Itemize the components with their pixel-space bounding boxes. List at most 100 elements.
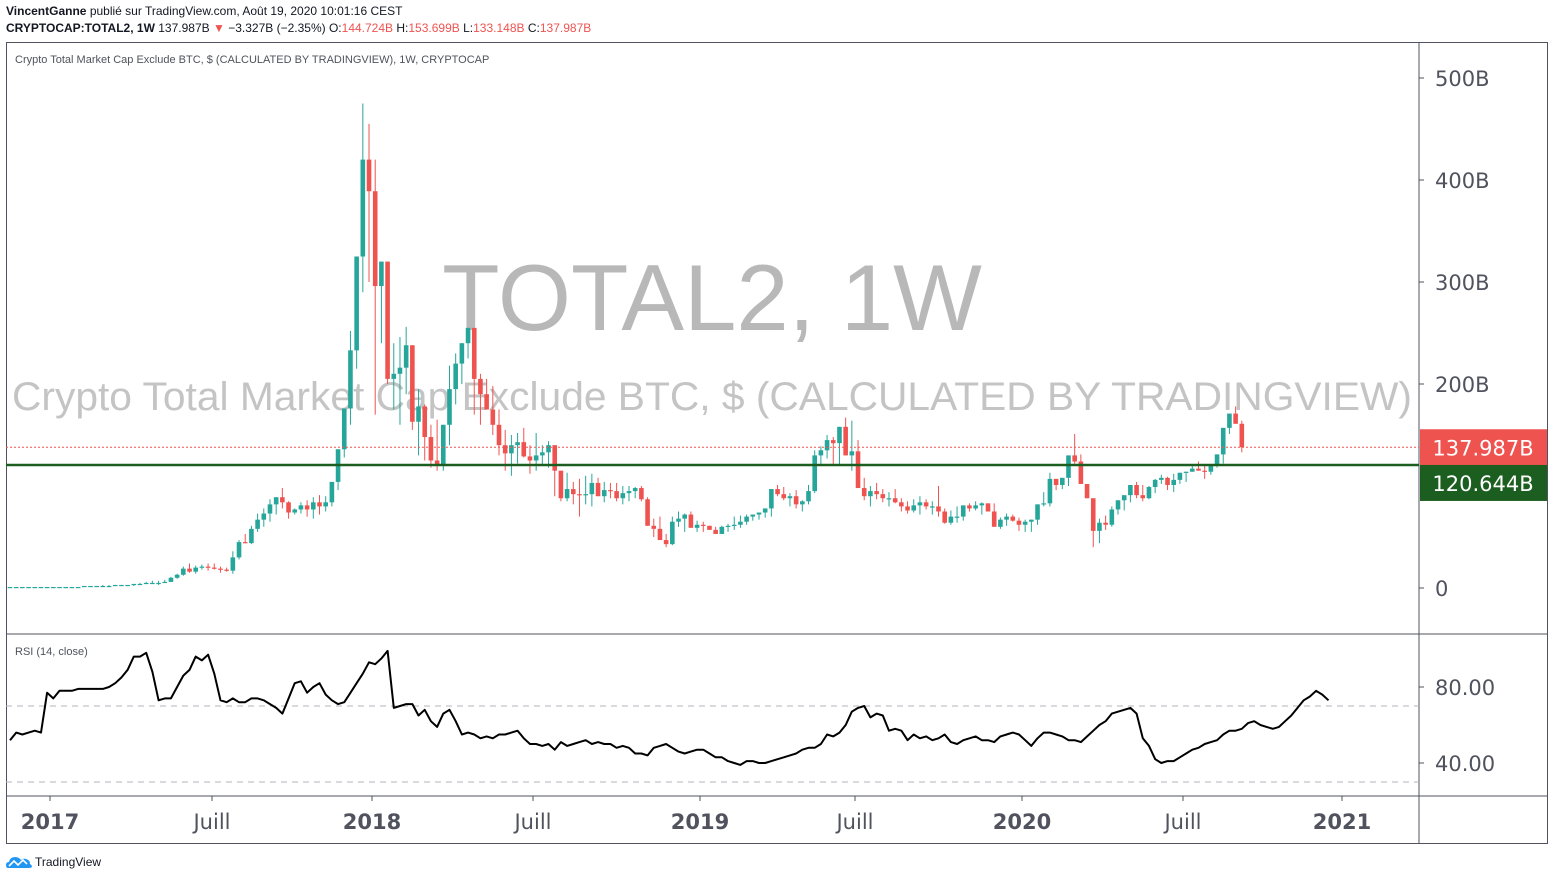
candle-body xyxy=(595,482,601,497)
candle-body xyxy=(298,505,304,510)
candle-body xyxy=(756,512,762,515)
candle-body xyxy=(911,505,917,511)
candle-body xyxy=(38,586,44,589)
tradingview-logo-icon xyxy=(6,857,32,868)
candle-body xyxy=(892,498,898,503)
candle-body xyxy=(1189,468,1195,472)
candle-body xyxy=(410,345,415,422)
candle-body xyxy=(1214,454,1220,466)
time-axis[interactable]: 2017 Juill 2018 Juill 2019 Juill 2020 Juill 2021 xyxy=(21,796,1371,834)
candle-body xyxy=(1128,484,1133,496)
candle-body xyxy=(1072,455,1077,462)
candle-body xyxy=(372,191,378,287)
candle-body xyxy=(329,481,335,503)
watermark-description: Crypto Total Market Cap Exclude BTC, $ (… xyxy=(12,375,1412,419)
rsi-legend[interactable]: RSI (14, close) xyxy=(15,646,88,658)
candle-body xyxy=(601,490,607,497)
time-tick-label: Juill xyxy=(834,810,873,834)
candle-body xyxy=(973,505,978,509)
candle-body xyxy=(311,502,316,510)
candle-body xyxy=(471,327,477,379)
candle-body xyxy=(700,524,706,526)
candle-body xyxy=(13,586,19,589)
candle-body xyxy=(137,583,143,586)
candle-body xyxy=(453,363,458,390)
candle-body xyxy=(125,584,130,587)
candle-body xyxy=(1227,413,1232,428)
candle-body xyxy=(323,502,328,507)
candle-body xyxy=(1029,519,1034,522)
candle-body xyxy=(26,586,31,589)
candle-body xyxy=(558,470,564,499)
candle-body xyxy=(1146,487,1152,499)
candle-body xyxy=(923,502,929,507)
candle-body xyxy=(403,345,409,368)
candle-body xyxy=(242,542,248,544)
candle-body xyxy=(1022,521,1028,525)
candle-body xyxy=(645,499,650,526)
tradingview-branding[interactable]: TradingView xyxy=(6,855,101,869)
chart-frame xyxy=(6,42,1548,844)
candle-body xyxy=(1016,520,1022,525)
candle-body xyxy=(793,496,799,505)
down-arrow-icon: ▼ xyxy=(212,21,225,35)
candle-body xyxy=(1196,468,1201,471)
symbol-label: CRYPTOCAP:TOTAL2, 1W xyxy=(6,21,155,35)
candle-body xyxy=(441,424,446,466)
candle-body xyxy=(193,567,198,572)
candle-body xyxy=(750,514,756,517)
candle-body xyxy=(416,406,421,422)
candle-body xyxy=(1183,471,1189,473)
candle-body xyxy=(304,505,310,510)
candle-body xyxy=(806,491,811,502)
publish-info: VincentGanne publié sur TradingView.com,… xyxy=(6,4,402,18)
svg-text:137.987B: 137.987B xyxy=(1432,436,1533,460)
high-label: H: xyxy=(396,21,409,35)
candle-body xyxy=(1239,423,1245,448)
candle-body xyxy=(478,378,483,395)
candle-body xyxy=(830,440,836,444)
price-tick-label: 300B xyxy=(1435,271,1490,295)
price-tick-label: 200B xyxy=(1435,373,1490,397)
time-tick-label: 2019 xyxy=(671,810,729,834)
candle-body xyxy=(1103,522,1108,525)
candle-body xyxy=(552,445,558,471)
candle-body xyxy=(527,456,533,461)
candle-body xyxy=(211,567,217,569)
price-axis[interactable]: 0 200B 300B 400B 500B xyxy=(1419,67,1490,601)
candle-body xyxy=(75,586,81,589)
candle-body xyxy=(954,516,960,518)
candle-body xyxy=(657,528,663,541)
candle-body xyxy=(651,525,657,529)
candle-body xyxy=(32,586,38,589)
candle-body xyxy=(905,506,910,511)
candle-body xyxy=(1121,495,1127,501)
candle-body xyxy=(1134,484,1139,496)
candle-body xyxy=(502,445,508,454)
candle-body xyxy=(979,503,985,506)
candle-body xyxy=(366,159,372,192)
main-series-legend[interactable]: Crypto Total Market Cap Exclude BTC, $ (… xyxy=(15,54,490,66)
candle-body xyxy=(205,566,211,568)
candle-body xyxy=(991,511,997,527)
author-name[interactable]: VincentGanne xyxy=(6,4,87,18)
candle-body xyxy=(94,585,99,588)
candle-body xyxy=(255,519,260,529)
rsi-axis[interactable]: 80.00 40.00 xyxy=(1419,676,1495,776)
candle-body xyxy=(44,586,50,589)
candle-body xyxy=(1010,516,1016,521)
candle-body xyxy=(174,574,180,578)
candle-body xyxy=(273,497,279,505)
candle-body xyxy=(1109,509,1115,525)
candle-body xyxy=(1066,455,1071,478)
candle-body xyxy=(1035,504,1040,520)
time-tick-label: 2021 xyxy=(1313,810,1371,834)
candle-body xyxy=(812,455,817,492)
candle-body xyxy=(459,343,465,364)
time-tick-label: 2018 xyxy=(343,810,401,834)
candle-body xyxy=(1004,516,1009,520)
candle-body xyxy=(1041,503,1047,505)
candle-body xyxy=(1171,479,1177,485)
candle-body xyxy=(230,557,236,571)
